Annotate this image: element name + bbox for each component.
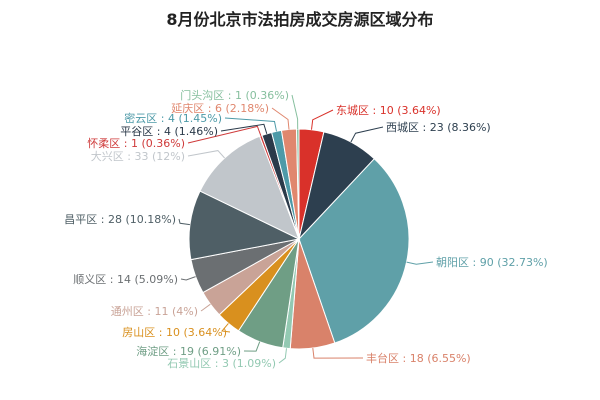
- pie-slice-10: [188, 190, 301, 261]
- chart-title: 8月份北京市法拍房成交房源区域分布: [166, 10, 434, 29]
- leader-line-15: [271, 107, 290, 130]
- slice-label-12: 怀柔区 : 1 (0.36%): [87, 137, 185, 150]
- slice-label-7: 房山区 : 10 (3.64%): [122, 326, 227, 339]
- slice-label-3: 朝阳区 : 90 (32.73%): [436, 256, 548, 269]
- pie-slice-16: [295, 128, 300, 240]
- slice-label-13: 平谷区 : 4 (1.46%): [120, 125, 218, 138]
- slice-label-6: 海淀区 : 19 (6.91%): [136, 344, 241, 358]
- leader-line-12: [187, 125, 262, 144]
- leader-line-5: [278, 348, 287, 364]
- leader-line-9: [180, 276, 196, 281]
- leader-line-2: [350, 126, 384, 143]
- slice-label-1: 东城区 : 10 (3.64%): [336, 104, 441, 117]
- leader-line-13: [220, 123, 268, 134]
- pie-slice-3: [298, 158, 410, 344]
- slice-label-2: 西城区 : 23 (8.36%): [386, 121, 491, 134]
- leader-line-7: [221, 323, 231, 333]
- slice-label-10: 昌平区 : 28 (10.18%): [64, 213, 176, 226]
- slice-label-14: 密云区 : 4 (1.45%): [124, 111, 222, 125]
- slice-label-9: 顺义区 : 14 (5.09%): [73, 273, 178, 286]
- leader-line-1: [311, 109, 334, 130]
- slice-label-8: 通州区 : 11 (4%): [111, 305, 198, 318]
- leader-line-14: [224, 117, 277, 132]
- leader-line-8: [200, 303, 211, 312]
- leader-line-16: [291, 94, 299, 130]
- leader-line-3: [406, 261, 434, 265]
- leader-line-11: [187, 150, 225, 159]
- leader-line-6: [243, 341, 261, 352]
- slice-label-4: 丰台区 : 18 (6.55%): [366, 351, 471, 365]
- slice-label-5: 石景山区 : 3 (1.09%): [167, 357, 276, 370]
- leader-line-4: [312, 348, 364, 359]
- leader-line-10: [178, 218, 190, 226]
- slice-label-11: 大兴区 : 33 (12%): [91, 149, 185, 163]
- slice-label-16: 门头沟区 : 1 (0.36%): [180, 88, 289, 102]
- slice-label-15: 延庆区 : 6 (2.18%): [171, 101, 269, 115]
